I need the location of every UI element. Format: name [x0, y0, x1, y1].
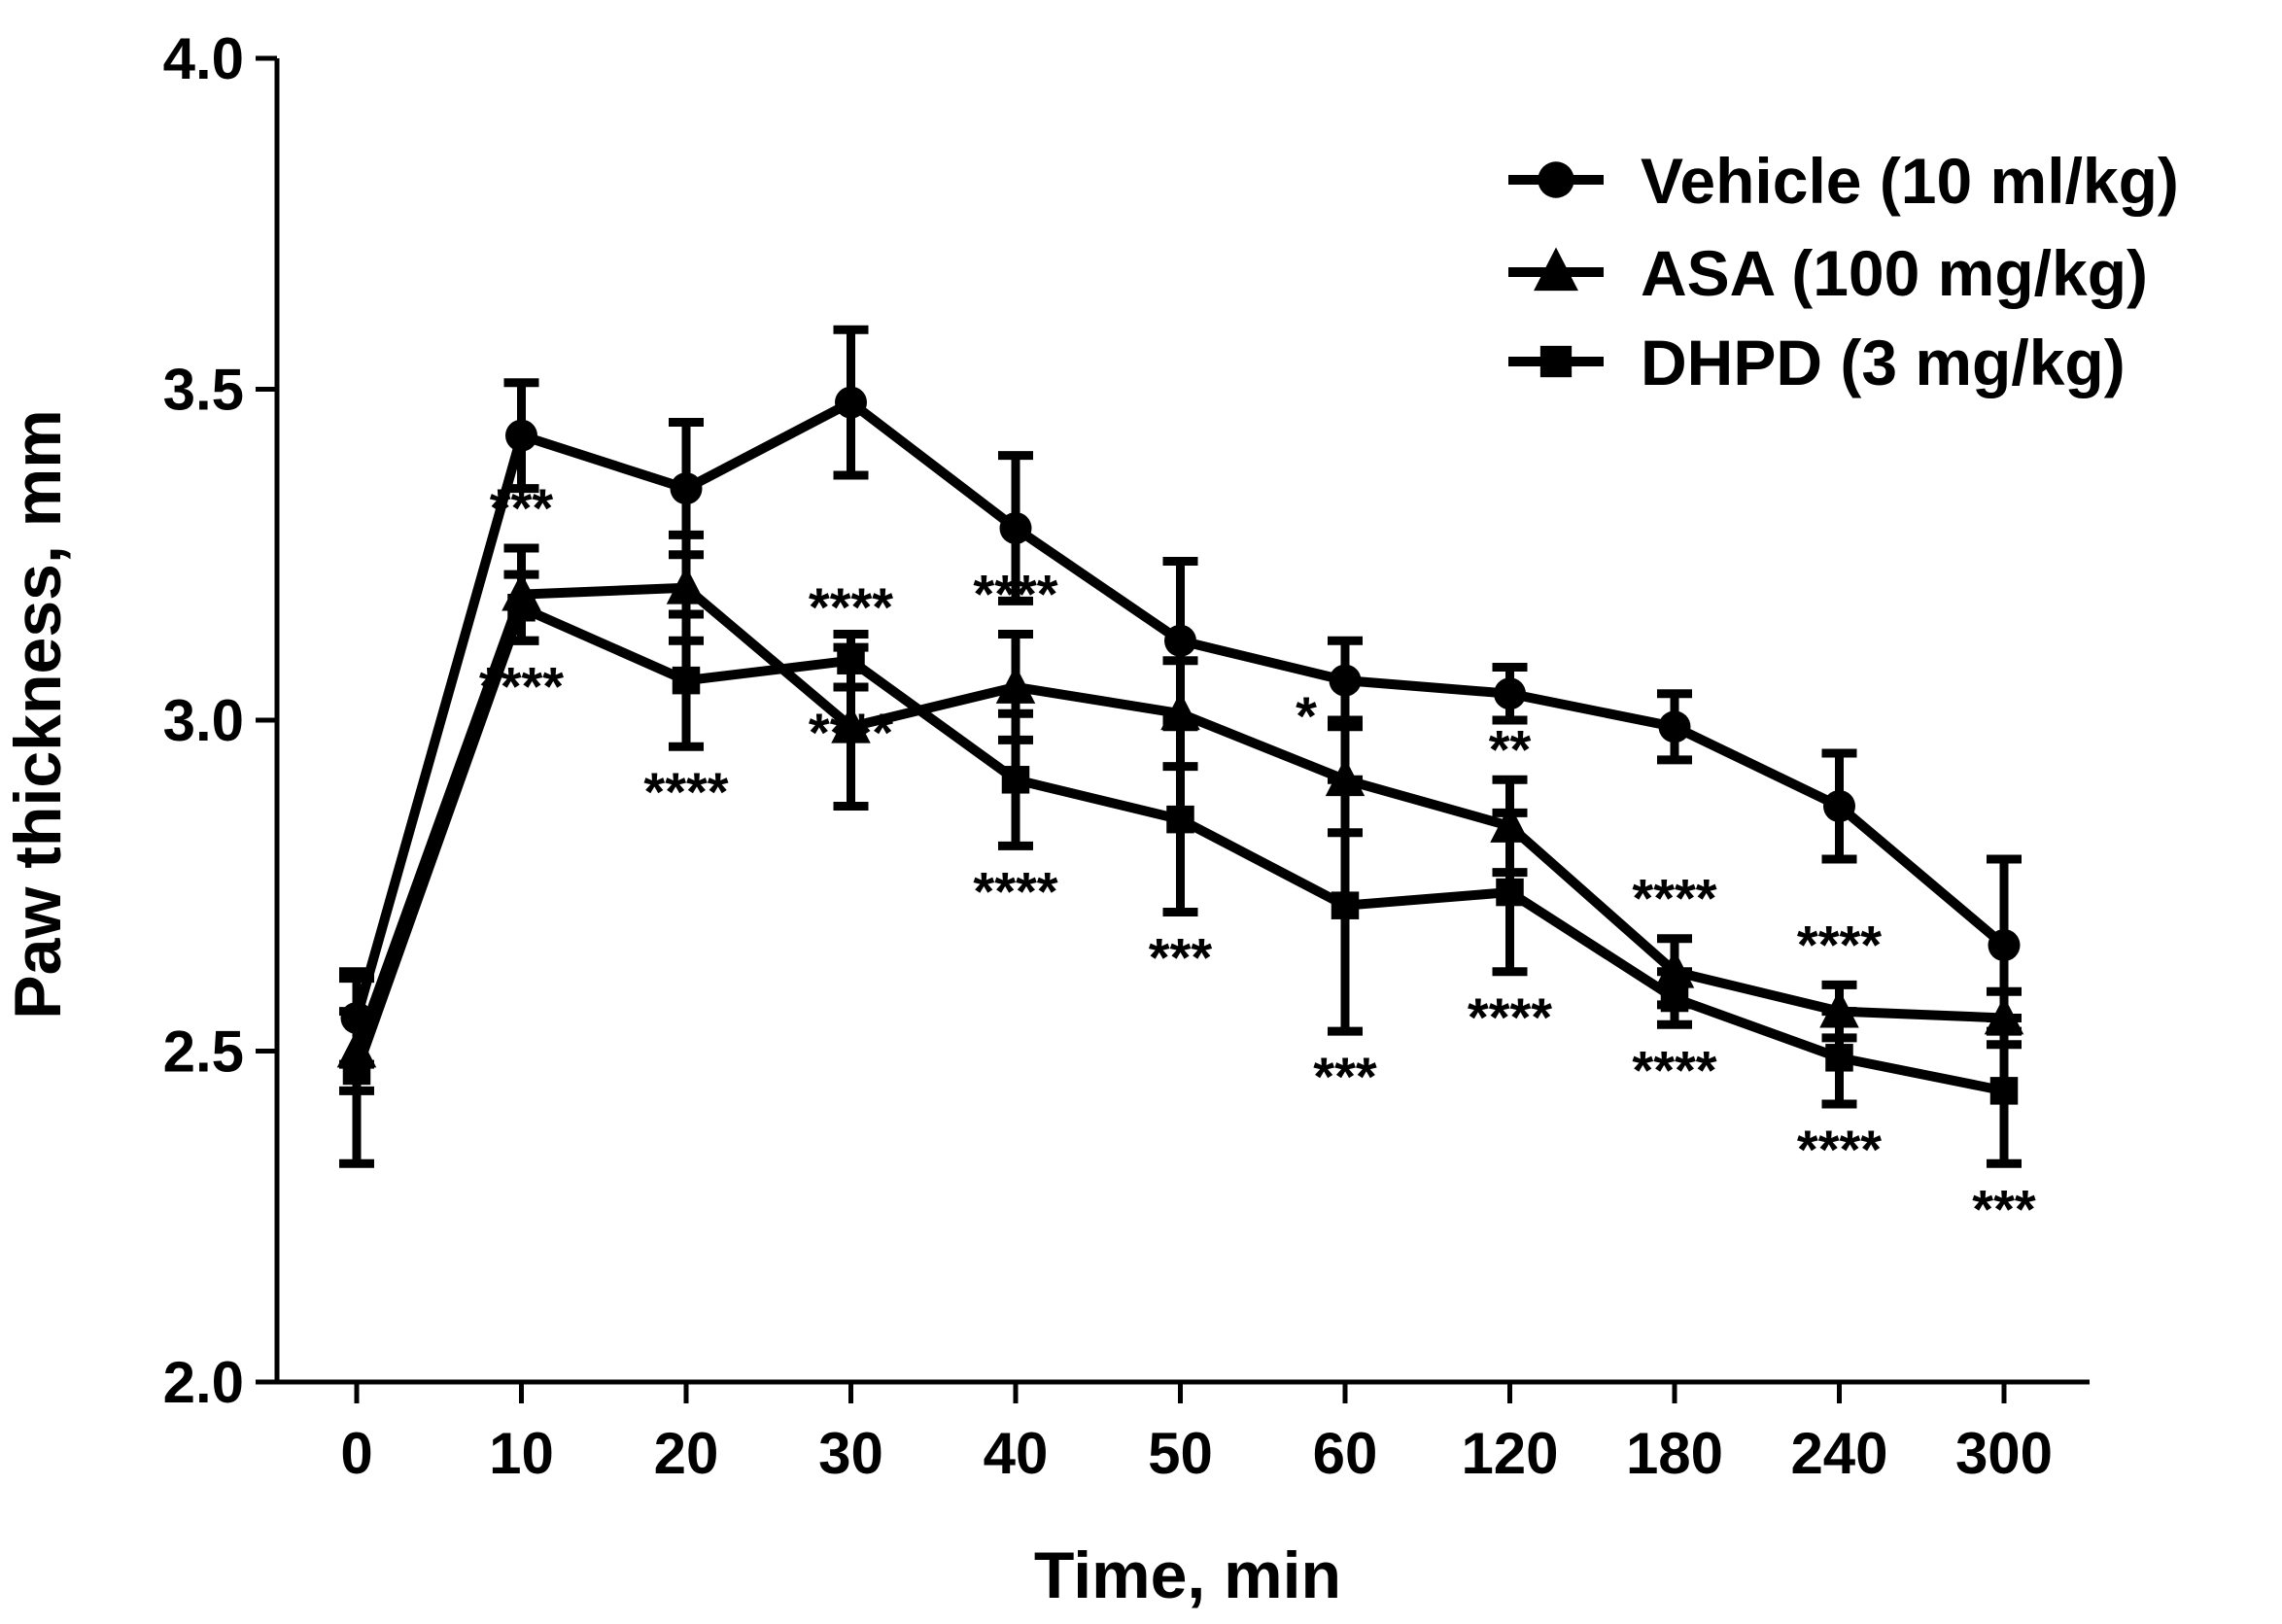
- data-point: [1166, 805, 1194, 834]
- significance-label: ***: [1149, 926, 1213, 987]
- legend-label: Vehicle (10 ml/kg): [1641, 145, 2179, 217]
- legend-label: DHPD (3 mg/kg): [1641, 327, 2126, 398]
- x-tick-label: 240: [1790, 1421, 1887, 1486]
- data-point: [666, 566, 707, 605]
- significance-label: ***: [1313, 1046, 1377, 1107]
- data-point: [835, 386, 867, 419]
- legend-marker: [1534, 247, 1578, 292]
- significance-label: ****: [1797, 1119, 1882, 1180]
- legend-marker: [1539, 345, 1573, 378]
- significance-label: ***: [490, 477, 554, 538]
- series-square: *************************************: [339, 570, 2036, 1239]
- x-tick-label: 0: [340, 1421, 372, 1486]
- data-point: [1160, 691, 1200, 731]
- data-point: [1658, 710, 1691, 743]
- x-tick-label: 180: [1626, 1421, 1723, 1486]
- data-point: [1825, 1044, 1853, 1072]
- legend: Vehicle (10 ml/kg) ASA (100 mg/kg) DHPD (3…: [1508, 145, 2179, 398]
- significance-label: ****: [1468, 986, 1552, 1048]
- significance-label: ****: [809, 576, 893, 638]
- x-tick-label: 120: [1461, 1421, 1558, 1486]
- legend-item: Vehicle (10 ml/kg): [1508, 145, 2179, 217]
- legend-marker: [1538, 161, 1574, 198]
- significance-label: ****: [479, 655, 564, 716]
- y-tick-label: 3.0: [163, 688, 244, 753]
- data-point: [1988, 929, 2021, 962]
- y-tick-label: 2.0: [163, 1350, 244, 1415]
- x-tick-label: 50: [1148, 1421, 1213, 1486]
- data-point: [995, 665, 1036, 704]
- significance-label: ****: [809, 702, 893, 763]
- data-point: [1329, 664, 1362, 697]
- x-tick-label: 20: [654, 1421, 719, 1486]
- plot-area: *** ***** ********************************…: [336, 325, 2036, 1239]
- axes: 2.0 2.5 3.0 3.5 4.0 0 10 20 30 40 50 60 120 180 240 300: [163, 26, 2090, 1486]
- data-point: [1496, 878, 1524, 907]
- significance-label: ***: [1972, 1178, 2036, 1239]
- x-tick-label: 10: [489, 1421, 554, 1486]
- significance-label: ****: [643, 761, 728, 822]
- data-point: [672, 666, 701, 695]
- data-point: [999, 512, 1032, 545]
- data-point: [505, 419, 537, 452]
- significance-label: ****: [973, 860, 1057, 921]
- data-point: [1164, 624, 1196, 657]
- data-point: [670, 472, 703, 505]
- data-point: [1660, 984, 1689, 1013]
- legend-item: DHPD (3 mg/kg): [1508, 327, 2126, 398]
- x-axis-title: Time, min: [1034, 1538, 1341, 1612]
- data-point: [1331, 891, 1360, 919]
- legend-label: ASA (100 mg/kg): [1641, 237, 2148, 309]
- significance-label: *: [1296, 685, 1317, 746]
- y-tick-label: 3.5: [163, 358, 244, 423]
- x-tick-label: 60: [1313, 1421, 1378, 1486]
- y-tick-label: 2.5: [163, 1019, 244, 1085]
- significance-label: ****: [1632, 1039, 1716, 1100]
- data-point: [1823, 790, 1855, 823]
- y-tick-label: 4.0: [163, 26, 244, 91]
- x-tick-label: 300: [1955, 1421, 2053, 1486]
- significance-label: **: [1489, 718, 1532, 779]
- significance-label: ****: [1797, 914, 1882, 975]
- data-point: [507, 593, 536, 622]
- x-tick-label: 30: [818, 1421, 883, 1486]
- data-point: [1494, 677, 1526, 710]
- y-axis-title: Paw thickness, mm: [1, 409, 75, 1019]
- legend-item: ASA (100 mg/kg): [1508, 237, 2148, 309]
- data-point: [837, 646, 865, 674]
- significance-label: ****: [1632, 868, 1716, 929]
- data-point: [831, 705, 871, 743]
- data-point: [342, 1056, 371, 1086]
- x-tick-label: 40: [984, 1421, 1049, 1486]
- significance-label: *: [675, 464, 697, 525]
- data-point: [1001, 766, 1030, 794]
- significance-label: ****: [973, 563, 1057, 624]
- data-point: [1989, 1077, 2019, 1105]
